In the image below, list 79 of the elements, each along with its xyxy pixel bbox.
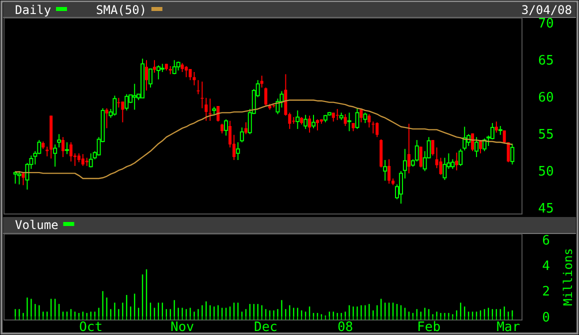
candlestick xyxy=(46,146,49,157)
candlestick xyxy=(355,108,360,130)
candlestick xyxy=(81,154,84,166)
legend-label: Volume xyxy=(15,218,58,232)
candlestick xyxy=(308,115,312,134)
candlestick xyxy=(62,136,65,158)
candlestick xyxy=(471,132,474,152)
y-tick-label: 60 xyxy=(538,90,554,106)
x-tick-label: Nov xyxy=(170,320,194,335)
candlestick xyxy=(368,114,371,128)
candlestick xyxy=(304,114,308,130)
candlestick xyxy=(264,87,268,106)
x-tick-label: Oct xyxy=(79,320,103,335)
candlestick xyxy=(224,118,228,136)
candlestick xyxy=(240,126,244,143)
x-tick-label: Feb xyxy=(417,320,441,335)
candlestick xyxy=(145,60,148,91)
candlestick xyxy=(360,108,363,123)
candlestick xyxy=(383,160,388,182)
candlestick xyxy=(442,157,447,180)
candlestick xyxy=(152,60,156,74)
y-tick-label: 4 xyxy=(542,259,550,274)
candlestick xyxy=(148,68,152,88)
y-tick-label: 45 xyxy=(538,202,554,217)
candlestick xyxy=(344,114,347,126)
candlestick xyxy=(431,140,434,156)
candlestick xyxy=(184,66,188,78)
candlestick xyxy=(458,148,463,166)
candlestick xyxy=(156,64,160,80)
candlestick xyxy=(112,95,117,116)
candlestick xyxy=(260,75,264,88)
candlestick xyxy=(188,68,192,81)
candlestick xyxy=(363,112,368,124)
candlestick xyxy=(13,170,18,184)
x-tick-label: Dec xyxy=(254,320,278,335)
candlestick xyxy=(419,146,422,168)
candlestick xyxy=(17,170,22,185)
candlestick xyxy=(296,110,300,130)
candlestick xyxy=(121,101,124,123)
y-tick-label: 0 xyxy=(542,310,550,326)
candlestick xyxy=(53,144,58,168)
candlestick xyxy=(192,71,196,86)
candlestick xyxy=(376,122,379,138)
y-axis-title: Millions xyxy=(561,248,575,306)
candlestick xyxy=(510,143,514,165)
y-tick-label: 70 xyxy=(538,16,554,32)
text: 3/04/08 xyxy=(521,3,572,17)
y-tick-label: 50 xyxy=(538,164,554,180)
x-tick-label: Mar xyxy=(496,320,520,335)
candlestick xyxy=(172,60,176,75)
candlestick xyxy=(455,152,458,171)
candlestick xyxy=(220,123,224,134)
legend-label: Daily xyxy=(15,3,52,17)
candlestick xyxy=(494,121,498,134)
candlestick xyxy=(236,142,240,161)
candlestick xyxy=(124,94,129,111)
y-tick-label: 55 xyxy=(538,128,554,143)
candlestick xyxy=(132,83,137,110)
candlestick xyxy=(407,123,410,174)
candlestick xyxy=(105,108,108,129)
candlestick xyxy=(312,114,316,129)
candlestick xyxy=(69,142,72,162)
candlestick xyxy=(316,118,319,131)
y-tick-label: 6 xyxy=(542,233,550,248)
candlestick xyxy=(204,97,208,122)
candlestick xyxy=(57,134,62,148)
x-tick-label: 08 xyxy=(337,320,354,335)
candlestick xyxy=(388,158,391,184)
legend-label: SMA(50) xyxy=(96,3,147,17)
candlestick xyxy=(64,142,69,155)
candlestick xyxy=(244,122,248,135)
candlestick xyxy=(196,80,200,95)
candlestick xyxy=(347,112,352,132)
y-tick-label: 65 xyxy=(538,54,554,69)
candlestick xyxy=(474,136,479,158)
y-tick-label: 2 xyxy=(542,284,550,300)
candlestick xyxy=(88,152,93,168)
candlestick xyxy=(216,106,220,122)
candlestick xyxy=(22,172,25,186)
